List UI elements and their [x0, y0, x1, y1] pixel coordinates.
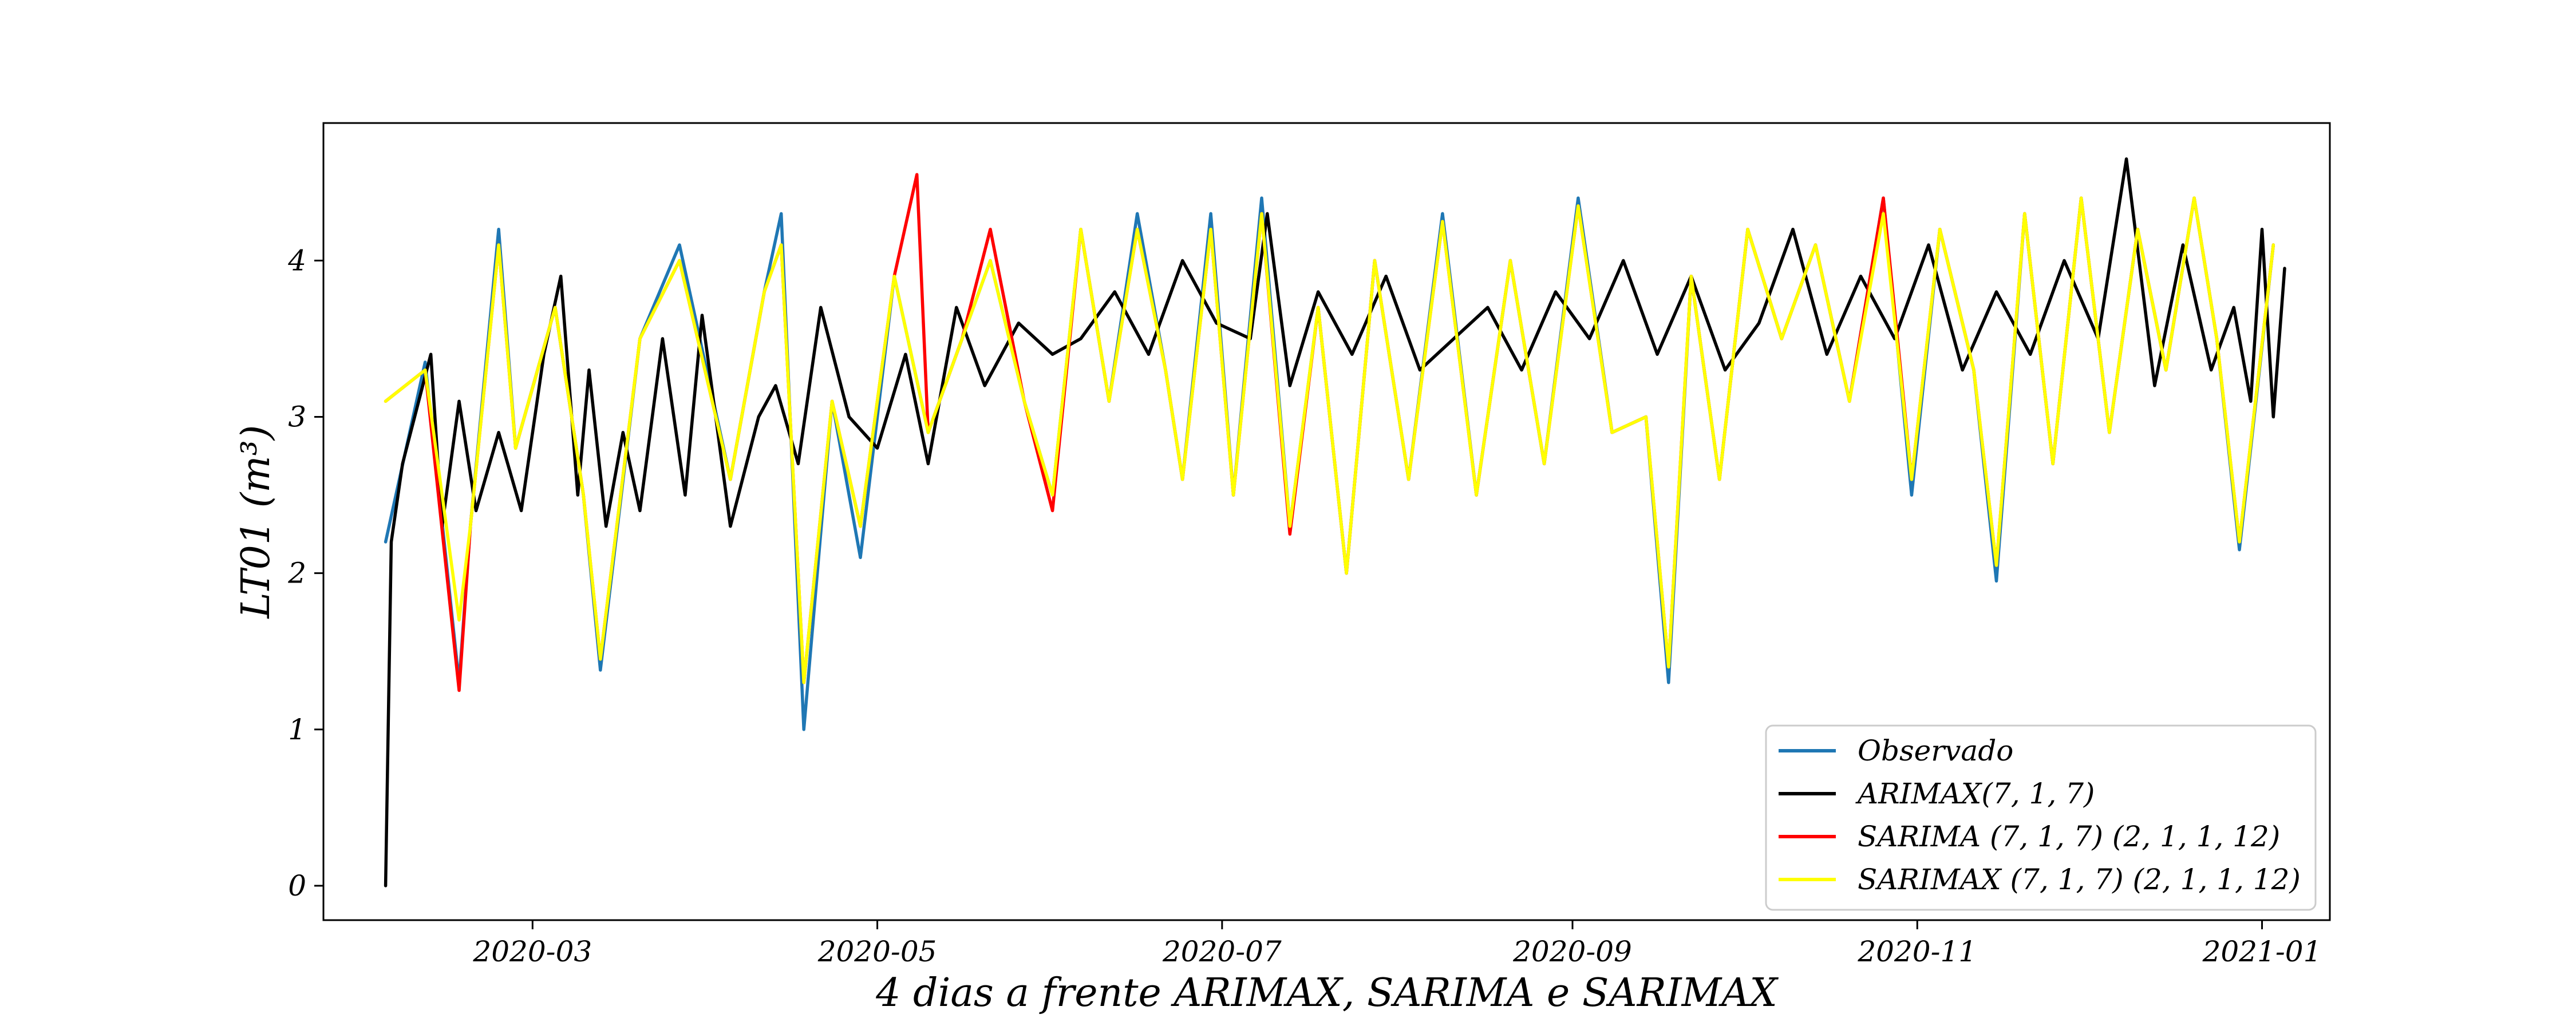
- x-tick-label: 2020-07: [1162, 935, 1282, 968]
- x-tick-label: 2020-09: [1512, 935, 1632, 968]
- y-tick-label: 3: [288, 400, 306, 433]
- y-tick-label: 2: [287, 557, 306, 590]
- y-axis-label: LT01 (m³): [234, 425, 279, 620]
- y-axis: 0 1 2 3 4: [287, 244, 323, 902]
- series-line-arimax-7-1-7: [384, 157, 2286, 888]
- plot-lines: [384, 157, 2286, 888]
- legend-label-arimax-7-1-7: ARIMAX(7, 1, 7): [1855, 777, 2095, 810]
- y-tick-label: 4: [287, 244, 306, 277]
- legend-label-sarima-7-1-7-2-1-1-12: SARIMA (7, 1, 7) (2, 1, 1, 12): [1858, 820, 2280, 853]
- legend-box: [1765, 724, 2317, 911]
- y-tick-label: 1: [288, 713, 306, 746]
- y-tick-label: 0: [288, 869, 306, 902]
- x-tick-label: 2020-05: [817, 935, 937, 968]
- x-tick-label: 2020-03: [472, 935, 592, 968]
- legend-label-sarimax-7-1-7-2-1-1-12: SARIMAX (7, 1, 7) (2, 1, 1, 12): [1858, 863, 2301, 896]
- series-line-sarimax-7-1-7-2-1-1-12: [384, 196, 2275, 684]
- x-tick-label: 2021-01: [2202, 935, 2322, 968]
- x-axis-label: 4 dias a frente ARIMAX, SARIMA e SARIMAX: [875, 970, 1779, 1016]
- x-axis: 2020-03 2020-05 2020-07 2020-09 2020-11 2021-…: [472, 920, 2321, 968]
- plot-frame: [322, 122, 2331, 921]
- legend: Observado ARIMAX(7, 1, 7) SARIMA (7, 1, 7)…: [1765, 724, 2317, 911]
- x-tick-label: 2020-11: [1857, 935, 1977, 968]
- legend-label-observado: Observado: [1858, 734, 2013, 767]
